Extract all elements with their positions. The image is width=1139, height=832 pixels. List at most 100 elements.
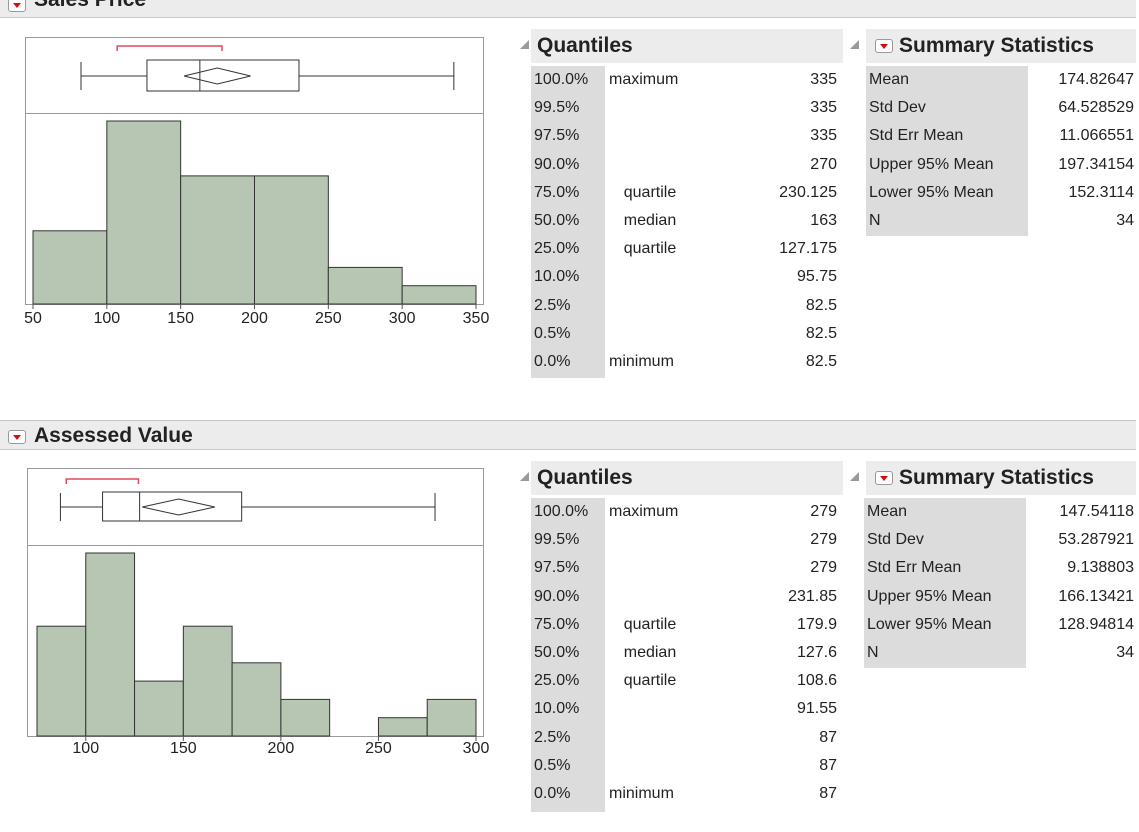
boxplot-box xyxy=(102,491,243,522)
quantile-percent: 75.0% xyxy=(534,615,580,633)
summary-stat-label: Upper 95% Mean xyxy=(869,155,994,173)
summary-stat-label: Std Err Mean xyxy=(867,559,962,577)
quantile-value: 82.5 xyxy=(805,324,837,342)
quantile-label xyxy=(605,94,695,122)
x-tick-label: 350 xyxy=(462,310,490,327)
quantile-label: quartile xyxy=(623,672,677,690)
quantile-value: 87 xyxy=(819,728,837,746)
quantile-value: 87 xyxy=(819,785,837,802)
quantile-label xyxy=(605,263,695,291)
red-triangle-menu-icon[interactable] xyxy=(8,430,26,444)
quantile-value: 230.125 xyxy=(779,183,837,201)
summary-title: Summary Statistics xyxy=(899,34,1094,57)
quantiles-title: Quantiles xyxy=(537,466,633,489)
assessed-value-section: Assessed Value 100 150 200 250 300 Quantiles… xyxy=(0,420,1139,832)
quantile-value: 335 xyxy=(810,71,837,88)
histogram-bar xyxy=(231,662,282,737)
quantile-value: 179.9 xyxy=(796,615,837,633)
quantile-label xyxy=(605,122,695,150)
quantile-label-column xyxy=(531,66,605,378)
quantile-label xyxy=(605,292,695,320)
x-tick-label: 250 xyxy=(365,740,392,757)
quantile-label: minimum xyxy=(609,785,674,802)
quantile-value: 163 xyxy=(810,212,837,229)
quantile-percent: 10.0% xyxy=(534,268,580,286)
quantile-value: 279 xyxy=(810,531,837,549)
summary-stat-label: Std Err Mean xyxy=(869,127,964,145)
disclosure-triangle-icon[interactable] xyxy=(520,472,529,481)
quantile-percent: 25.0% xyxy=(534,672,580,690)
histogram-bar xyxy=(280,698,331,737)
summary-stat-value: 197.34154 xyxy=(1058,155,1134,173)
summary-stat-value: 147.54118 xyxy=(1059,503,1134,520)
histogram-bar xyxy=(254,175,329,305)
quantile-value: 108.6 xyxy=(796,672,837,690)
quantile-percent: 0.5% xyxy=(534,324,571,342)
quantile-label: quartile xyxy=(623,240,677,258)
quantile-percent: 75.0% xyxy=(534,183,580,201)
quantile-value: 82.5 xyxy=(805,296,837,314)
x-tick-label: 100 xyxy=(72,740,100,757)
quantile-label xyxy=(605,554,695,582)
summary-stat-label: Std Dev xyxy=(869,99,926,117)
quantile-label xyxy=(605,583,695,611)
red-triangle-menu-icon[interactable] xyxy=(8,0,26,12)
quantile-percent: 2.5% xyxy=(534,728,571,746)
histogram-bar xyxy=(36,625,87,737)
summary-title-bar[interactable]: Summary Statistics xyxy=(866,461,1136,495)
quantile-percent: 0.0% xyxy=(534,785,571,802)
quantiles-title-bar[interactable]: Quantiles xyxy=(531,29,843,63)
assessed-value-header[interactable]: Assessed Value xyxy=(0,420,1136,450)
summary-stat-label: Upper 95% Mean xyxy=(867,587,992,605)
quantile-percent: 2.5% xyxy=(534,296,571,314)
histogram-bar xyxy=(134,680,184,737)
quantile-percent: 0.5% xyxy=(534,756,571,774)
mean-diamond xyxy=(142,498,215,516)
histogram-bar xyxy=(106,120,182,305)
quantile-label: quartile xyxy=(623,183,677,201)
summary-stat-value: 152.3114 xyxy=(1068,183,1134,201)
x-tick-label: 300 xyxy=(462,740,490,757)
summary-label-column xyxy=(866,66,1028,236)
quantile-label: median xyxy=(623,644,677,661)
quantile-value: 82.5 xyxy=(805,353,837,370)
red-triangle-menu-icon[interactable] xyxy=(875,39,893,53)
quantile-percent: 0.0% xyxy=(534,353,571,370)
summary-title: Summary Statistics xyxy=(899,466,1094,489)
summary-stat-value: 128.94814 xyxy=(1058,615,1134,633)
histogram-bar xyxy=(327,266,403,305)
disclosure-triangle-icon[interactable] xyxy=(850,472,859,481)
quantile-percent: 97.5% xyxy=(534,559,580,577)
shortest-half-bracket xyxy=(65,478,140,484)
sales-price-section: Sales Price 50 100 150 200 250 300 350 Quantil… xyxy=(0,0,1139,380)
quantile-value: 279 xyxy=(810,559,837,577)
quantile-label xyxy=(605,695,695,723)
quantile-value: 91.55 xyxy=(796,700,837,718)
quantile-value: 270 xyxy=(810,155,837,173)
summary-stat-value: 34 xyxy=(1116,212,1134,229)
histogram-bar xyxy=(401,285,477,305)
sales-price-header[interactable]: Sales Price xyxy=(0,0,1136,18)
summary-title-bar[interactable]: Summary Statistics xyxy=(866,29,1136,63)
quantile-value: 127.175 xyxy=(779,240,837,258)
red-triangle-menu-icon[interactable] xyxy=(875,471,893,485)
quantiles-title: Quantiles xyxy=(537,34,633,57)
quantile-value: 335 xyxy=(810,99,837,117)
quantiles-title-bar[interactable]: Quantiles xyxy=(531,461,843,495)
summary-stat-label: N xyxy=(869,212,881,229)
quantile-label xyxy=(605,724,695,752)
quantile-percent: 90.0% xyxy=(534,587,580,605)
x-tick-label: 300 xyxy=(388,310,416,327)
quantile-value: 335 xyxy=(810,127,837,145)
quantile-percent: 25.0% xyxy=(534,240,580,258)
quantile-value: 95.75 xyxy=(796,268,837,286)
histogram-bar xyxy=(182,625,233,737)
summary-stat-label: Mean xyxy=(869,71,910,88)
summary-stat-value: 9.138803 xyxy=(1067,559,1134,577)
summary-stat-label: Lower 95% Mean xyxy=(867,615,992,633)
x-tick-label: 50 xyxy=(24,310,42,327)
disclosure-triangle-icon[interactable] xyxy=(520,40,529,49)
disclosure-triangle-icon[interactable] xyxy=(850,40,859,49)
shortest-half-bracket xyxy=(116,45,223,51)
summary-stat-value: 64.528529 xyxy=(1058,99,1134,117)
